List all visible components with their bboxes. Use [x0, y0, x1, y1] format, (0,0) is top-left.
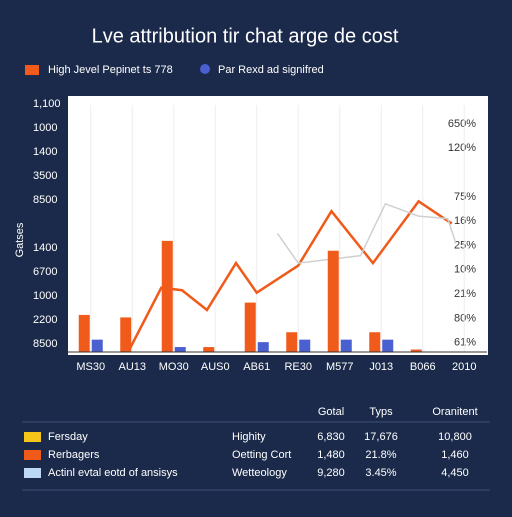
bar	[299, 339, 311, 352]
table-header: Gotal	[318, 406, 344, 418]
table-label: Actinl evtal eotd of ansisys	[48, 467, 178, 479]
table-cell: 3.45%	[365, 467, 396, 479]
table-swatch	[24, 450, 41, 460]
bar	[369, 332, 381, 352]
y-axis-text: 1400	[33, 242, 57, 254]
table-header: Typs	[369, 406, 393, 418]
table-swatch	[24, 432, 41, 442]
x-tick-label: 2010	[452, 361, 476, 373]
bar	[257, 342, 269, 352]
legend-label: High Jevel Pepinet ts 778	[48, 64, 173, 76]
x-tick-label: AB61	[243, 361, 270, 373]
y-axis-text: 3500	[33, 170, 57, 182]
bar	[410, 349, 422, 352]
y2-axis-text: 120%	[448, 142, 476, 154]
table-cell: 10,800	[438, 431, 472, 443]
y-axis-text: 1000	[33, 122, 57, 134]
table-cell: 9,280	[317, 467, 345, 479]
x-tick-label: M577	[326, 361, 354, 373]
table-name: Wetteology	[232, 467, 287, 479]
table-cell: 1,460	[441, 449, 469, 461]
bar	[340, 339, 352, 352]
y2-axis-text: 650%	[448, 118, 476, 130]
x-tick-label: MS30	[76, 361, 105, 373]
line	[276, 202, 457, 264]
x-tick-label: J013	[369, 361, 393, 373]
bar	[203, 347, 215, 352]
y2-axis-text: 80%	[454, 312, 476, 324]
y-axis-text: 1000	[33, 290, 57, 302]
y-axis-label: Gatses	[14, 222, 26, 257]
y2-axis-text: 16%	[454, 215, 476, 227]
x-tick-label: AU13	[118, 361, 146, 373]
table-cell: 21.8%	[365, 449, 396, 461]
y2-axis-text: 21%	[454, 288, 476, 300]
y2-axis-text: 10%	[454, 264, 476, 276]
chart-title: Lve attribution tir chat arge de cost	[92, 25, 399, 47]
x-tick-label: RE30	[284, 361, 312, 373]
y-axis-text: 2200	[33, 314, 57, 326]
y-axis-text: 1400	[33, 146, 57, 158]
bar	[91, 339, 103, 352]
y-axis-text: 8500	[33, 194, 57, 206]
bar	[120, 317, 132, 352]
y-axis-text: 6700	[33, 266, 57, 278]
x-tick-label: B066	[410, 361, 436, 373]
table-header: Oranitent	[432, 406, 477, 418]
y-axis-text: 1,100	[33, 98, 61, 110]
bar	[327, 250, 339, 352]
table-label: Rerbagers	[48, 449, 100, 461]
y-axis-text: 8500	[33, 338, 57, 350]
x-tick-label: MO30	[159, 361, 189, 373]
legend-swatch	[25, 65, 39, 75]
table-cell: 6,830	[317, 431, 345, 443]
bar	[78, 314, 90, 352]
table-cell: 1,480	[317, 449, 345, 461]
table-name: Highity	[232, 431, 266, 443]
line	[126, 199, 453, 353]
table-cell: 4,450	[441, 467, 469, 479]
x-tick-label: AUS0	[201, 361, 230, 373]
y2-axis-text: 75%	[454, 191, 476, 203]
y2-axis-text: 61%	[454, 337, 476, 349]
bar	[174, 347, 186, 352]
bar	[161, 240, 173, 352]
bar	[382, 339, 394, 352]
table-label: Fersday	[48, 431, 88, 443]
legend-swatch	[200, 64, 210, 74]
table-swatch	[24, 468, 41, 478]
legend-label: Par Rexd ad signifred	[218, 64, 324, 76]
table-name: Oetting Cort	[232, 449, 291, 461]
plot-background	[68, 96, 488, 355]
bar	[286, 332, 298, 352]
bar	[244, 302, 256, 352]
y2-axis-text: 25%	[454, 239, 476, 251]
table-cell: 17,676	[364, 431, 398, 443]
